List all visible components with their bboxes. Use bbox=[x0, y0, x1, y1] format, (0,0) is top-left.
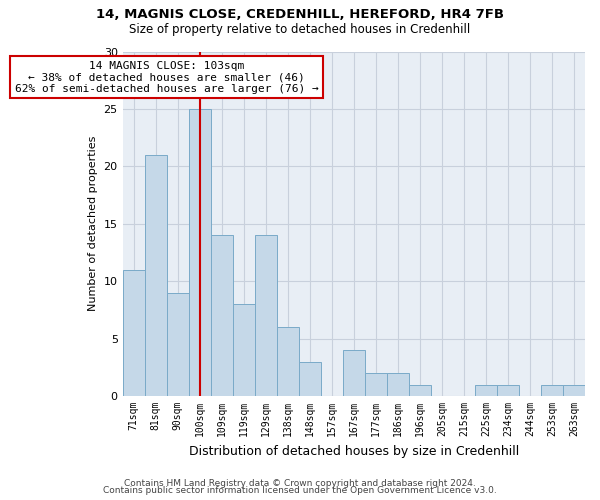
Bar bbox=[167, 292, 188, 396]
Bar bbox=[188, 109, 211, 396]
Text: 14, MAGNIS CLOSE, CREDENHILL, HEREFORD, HR4 7FB: 14, MAGNIS CLOSE, CREDENHILL, HEREFORD, … bbox=[96, 8, 504, 20]
Bar bbox=[211, 236, 233, 396]
Bar bbox=[497, 384, 519, 396]
Bar bbox=[475, 384, 497, 396]
Bar bbox=[409, 384, 431, 396]
Bar bbox=[299, 362, 321, 396]
X-axis label: Distribution of detached houses by size in Credenhill: Distribution of detached houses by size … bbox=[188, 444, 519, 458]
Y-axis label: Number of detached properties: Number of detached properties bbox=[88, 136, 98, 312]
Text: Contains public sector information licensed under the Open Government Licence v3: Contains public sector information licen… bbox=[103, 486, 497, 495]
Text: 14 MAGNIS CLOSE: 103sqm
← 38% of detached houses are smaller (46)
62% of semi-de: 14 MAGNIS CLOSE: 103sqm ← 38% of detache… bbox=[15, 60, 319, 94]
Bar bbox=[563, 384, 585, 396]
Bar bbox=[365, 373, 387, 396]
Bar bbox=[541, 384, 563, 396]
Bar bbox=[343, 350, 365, 396]
Text: Contains HM Land Registry data © Crown copyright and database right 2024.: Contains HM Land Registry data © Crown c… bbox=[124, 478, 476, 488]
Bar bbox=[277, 327, 299, 396]
Bar bbox=[233, 304, 255, 396]
Bar bbox=[145, 155, 167, 396]
Bar bbox=[255, 236, 277, 396]
Bar bbox=[387, 373, 409, 396]
Text: Size of property relative to detached houses in Credenhill: Size of property relative to detached ho… bbox=[130, 22, 470, 36]
Bar bbox=[122, 270, 145, 396]
